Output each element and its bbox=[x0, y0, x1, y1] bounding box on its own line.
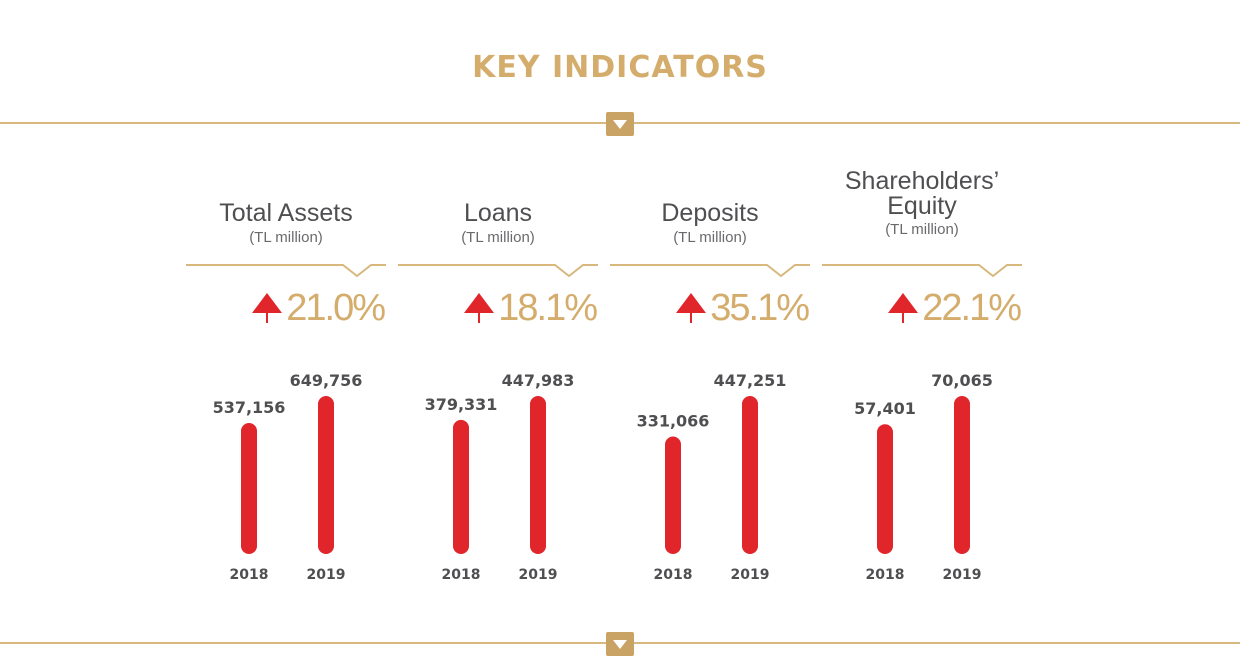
divider-notch bbox=[186, 264, 386, 278]
indicator-title: Deposits bbox=[661, 199, 759, 227]
category-label: 2019 bbox=[731, 567, 770, 583]
chevron-down-icon[interactable] bbox=[606, 112, 634, 136]
indicator-unit: (TL million) bbox=[249, 229, 323, 246]
value-label: 57,401 bbox=[854, 399, 916, 418]
value-label: 447,983 bbox=[502, 371, 575, 390]
category-label: 2019 bbox=[307, 567, 346, 583]
indicator-title: Loans bbox=[463, 199, 533, 227]
bar-2019 bbox=[530, 396, 546, 554]
category-label: 2018 bbox=[230, 567, 269, 583]
up-arrow-icon bbox=[252, 293, 283, 323]
category-label: 2019 bbox=[943, 567, 982, 583]
indicator-title-line-2: Equity bbox=[887, 192, 957, 220]
divider-notch bbox=[398, 264, 598, 278]
growth-value: 22.1% bbox=[922, 287, 1022, 329]
bar-2018 bbox=[453, 419, 469, 554]
indicator-total-assets: Total Assets (TL million) 21.0% 537,156 2… bbox=[186, 150, 386, 590]
indicator-title-line-1: Shareholders’ bbox=[844, 167, 1000, 195]
category-label: 2018 bbox=[654, 567, 693, 583]
value-label: 649,756 bbox=[290, 371, 363, 390]
value-label: 537,156 bbox=[213, 398, 286, 417]
indicator-title: Total Assets bbox=[219, 199, 353, 227]
indicator-loans: Loans (TL million) 18.1% 379,331 2018 447,… bbox=[398, 150, 598, 590]
growth-indicator: 21.0% bbox=[250, 287, 386, 329]
divider-notch bbox=[610, 264, 810, 278]
indicator-shareholders-equity: Shareholders’ Equity (TL million) 22.1% … bbox=[822, 150, 1022, 590]
category-label: 2018 bbox=[866, 567, 905, 583]
growth-indicator: 18.1% bbox=[462, 287, 598, 329]
indicator-unit: (TL million) bbox=[885, 221, 959, 238]
value-label: 379,331 bbox=[425, 395, 498, 414]
indicator-unit: (TL million) bbox=[673, 229, 747, 246]
bar-2018 bbox=[241, 423, 257, 554]
chevron-down-icon[interactable] bbox=[606, 632, 634, 656]
indicator-deposits: Deposits (TL million) 35.1% 331,066 2018 4… bbox=[610, 150, 810, 590]
page-title: KEY INDICATORS bbox=[472, 50, 768, 85]
bar-chart: 57,401 2018 70,065 2019 bbox=[854, 371, 993, 583]
bar-chart: 379,331 2018 447,983 2019 bbox=[425, 371, 575, 583]
divider-notch bbox=[822, 264, 1022, 278]
value-label: 70,065 bbox=[931, 371, 993, 390]
bar-2019 bbox=[318, 396, 334, 554]
growth-value: 18.1% bbox=[498, 287, 598, 329]
bar-2019 bbox=[954, 396, 970, 554]
indicator-unit: (TL million) bbox=[461, 229, 535, 246]
bar-chart: 537,156 2018 649,756 2019 bbox=[213, 371, 363, 583]
bar-chart: 331,066 2018 447,251 2019 bbox=[637, 371, 787, 583]
up-arrow-icon bbox=[676, 293, 707, 323]
category-label: 2019 bbox=[519, 567, 558, 583]
growth-indicator: 22.1% bbox=[886, 287, 1022, 329]
category-label: 2018 bbox=[442, 567, 481, 583]
value-label: 447,251 bbox=[714, 371, 787, 390]
up-arrow-icon bbox=[464, 293, 495, 323]
value-label: 331,066 bbox=[637, 412, 710, 431]
bar-2019 bbox=[742, 396, 758, 554]
growth-value: 35.1% bbox=[710, 287, 810, 329]
growth-indicator: 35.1% bbox=[674, 287, 810, 329]
growth-value: 21.0% bbox=[286, 287, 386, 329]
up-arrow-icon bbox=[888, 293, 919, 323]
bar-2018 bbox=[665, 436, 681, 554]
bar-2018 bbox=[877, 424, 893, 554]
